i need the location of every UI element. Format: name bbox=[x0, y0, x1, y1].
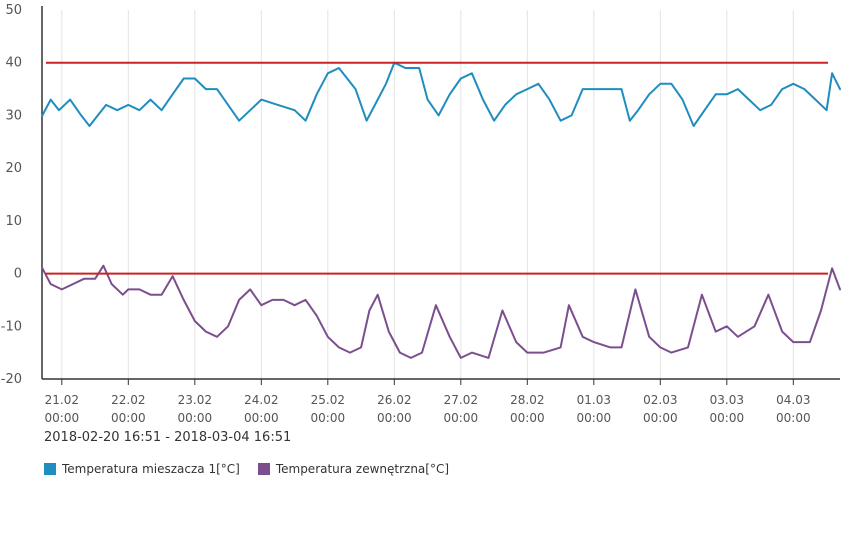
x-tick-label-date: 02.03 bbox=[643, 393, 677, 407]
legend-swatch-mixer bbox=[44, 463, 56, 475]
x-tick-label-date: 28.02 bbox=[510, 393, 544, 407]
x-tick-label-date: 21.02 bbox=[45, 393, 79, 407]
x-tick-label-date: 22.02 bbox=[111, 393, 145, 407]
x-tick-label-date: 23.02 bbox=[178, 393, 212, 407]
x-tick-label-time: 00:00 bbox=[444, 411, 479, 425]
x-tick-label-date: 04.03 bbox=[776, 393, 810, 407]
y-tick-label: 10 bbox=[5, 214, 22, 229]
x-tick-label-time: 00:00 bbox=[710, 411, 745, 425]
x-tick-label-date: 26.02 bbox=[377, 393, 411, 407]
x-tick-label-date: 27.02 bbox=[444, 393, 478, 407]
x-tick-label-time: 00:00 bbox=[643, 411, 678, 425]
date-range-label: 2018-02-20 16:51 - 2018-03-04 16:51 bbox=[44, 430, 292, 445]
y-tick-label: 0 bbox=[14, 267, 22, 282]
x-tick-label-date: 24.02 bbox=[244, 393, 278, 407]
y-tick-label: -10 bbox=[1, 319, 22, 334]
x-tick-label-time: 00:00 bbox=[244, 411, 279, 425]
x-tick-label-time: 00:00 bbox=[45, 411, 80, 425]
legend-swatch-outdoor bbox=[257, 463, 270, 475]
x-tick-label-date: 01.03 bbox=[577, 393, 611, 407]
y-tick-label: 40 bbox=[5, 56, 22, 71]
legend-label-outdoor: Temperatura zewnętrzna[°C] bbox=[275, 462, 450, 476]
legend-label-mixer: Temperatura mieszacza 1[°C] bbox=[62, 462, 240, 476]
x-tick-label-time: 00:00 bbox=[178, 411, 213, 425]
x-tick-label-time: 00:00 bbox=[577, 411, 612, 425]
x-tick-label-time: 00:00 bbox=[377, 411, 412, 425]
line-chart: 50 40 30 20 10 0 -10 -20 21.02 00:00 22.02 00:00 23.… bbox=[1, 3, 841, 425]
series-line-mixer-temperature bbox=[41, 61, 841, 127]
x-tick-label-date: 25.02 bbox=[311, 393, 345, 407]
x-tick-label-time: 00:00 bbox=[776, 411, 811, 425]
y-tick-label: 50 bbox=[5, 3, 22, 18]
x-tick-label-time: 00:00 bbox=[111, 411, 146, 425]
legend-item-outdoor-temperature[interactable]: Temperatura zewnętrzna[°C] bbox=[257, 462, 450, 476]
y-tick-label: 20 bbox=[5, 161, 22, 176]
x-tick-label-time: 00:00 bbox=[311, 411, 346, 425]
legend-item-mixer-temperature[interactable]: Temperatura mieszacza 1[°C] bbox=[44, 462, 240, 476]
series-line-outdoor-temperature bbox=[41, 264, 841, 359]
y-tick-label: -20 bbox=[1, 372, 22, 387]
x-tick-label-time: 00:00 bbox=[510, 411, 545, 425]
y-tick-label: 30 bbox=[5, 108, 22, 123]
legend: Temperatura mieszacza 1[°C] Temperatura … bbox=[44, 462, 467, 476]
x-tick-label-date: 03.03 bbox=[710, 393, 744, 407]
